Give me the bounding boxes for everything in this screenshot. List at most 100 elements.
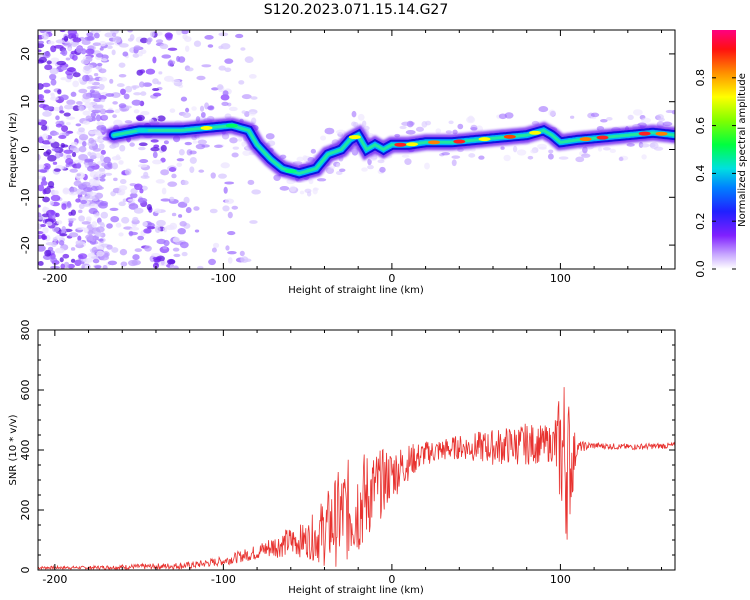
- spectrogram-noise-blob: [43, 163, 51, 170]
- spectrogram-noise-blob: [445, 130, 453, 134]
- spectrogram-noise-blob: [251, 189, 261, 195]
- spectrogram-noise-blob: [538, 146, 547, 150]
- spectrogram-noise-blob: [85, 216, 92, 222]
- spectrogram-noise-blob: [590, 112, 600, 118]
- spectrogram-noise-blob: [94, 131, 102, 136]
- spectrogram-noise-blob: [401, 154, 410, 158]
- spectrogram-noise-blob: [118, 62, 126, 68]
- spectrogram-noise-blob: [227, 231, 236, 236]
- spectrogram-noise-blob: [65, 78, 72, 83]
- spectrogram-noise-blob: [176, 30, 182, 36]
- spectrogram-noise-blob: [46, 60, 52, 65]
- spectrogram-noise-blob: [182, 112, 191, 118]
- spectrogram-noise-blob: [339, 168, 346, 172]
- spectrogram-noise-blob: [184, 141, 192, 146]
- spectrogram-noise-blob: [112, 114, 117, 119]
- spectrogram-noise-blob: [140, 110, 150, 116]
- spectrogram-noise-blob: [155, 39, 164, 44]
- spectrogram-noise-blob: [51, 241, 57, 248]
- spectrogram-noise-blob: [119, 179, 127, 185]
- spectrogram-noise-blob: [112, 93, 120, 98]
- spectrogram-noise-blob: [93, 104, 104, 111]
- spectrogram-noise-blob: [75, 240, 84, 246]
- spectrogram-noise-blob: [99, 47, 104, 51]
- spectrogram-noise-blob: [55, 123, 63, 128]
- spectrogram-noise-blob: [79, 105, 85, 111]
- spectrogram-noise-blob: [90, 112, 97, 118]
- spectrogram-noise-blob: [292, 161, 303, 165]
- spectrogram-noise-blob: [229, 137, 238, 144]
- spectrogram-noise-blob: [177, 227, 186, 235]
- spectrogram-noise-blob: [176, 55, 181, 62]
- spectrogram-noise-blob: [59, 233, 68, 237]
- spectrogram-noise-blob: [76, 162, 82, 169]
- spectrogram-noise-blob: [503, 154, 511, 162]
- spectrogram-noise-blob: [169, 264, 175, 269]
- spectrogram-noise-blob: [172, 247, 180, 252]
- spectrogram-noise-blob: [538, 106, 549, 113]
- spectrogram-noise-blob: [171, 79, 181, 84]
- spectrogram-noise-blob: [62, 253, 70, 259]
- spectrogram-noise-blob: [250, 117, 257, 125]
- spectrogram-noise-blob: [52, 161, 58, 165]
- spectrogram-noise-blob: [547, 153, 554, 160]
- spectrogram-noise-blob: [207, 44, 214, 48]
- spectrogram-noise-blob: [185, 207, 192, 214]
- spectrogram-noise-blob: [38, 118, 42, 123]
- spectrogram-noise-blob: [63, 35, 69, 42]
- spectrogram-noise-blob: [98, 167, 106, 172]
- spectrogram-noise-blob: [468, 153, 476, 158]
- spectrogram-noise-blob: [121, 216, 130, 224]
- spectrogram-noise-blob: [404, 158, 412, 165]
- spectrogram-noise-blob: [142, 82, 153, 87]
- spectrogram-noise-blob: [60, 66, 67, 71]
- spectrogram-noise-blob: [50, 141, 60, 149]
- spectrogram-noise-blob: [128, 259, 138, 267]
- spectrogram-noise-blob: [99, 178, 106, 182]
- spectrogram-noise-blob: [82, 74, 90, 82]
- spectrogram-noise-blob: [352, 121, 359, 128]
- spectrogram-noise-blob: [100, 149, 106, 155]
- spectrogram-noise-blob: [211, 87, 219, 91]
- spectrogram-noise-blob: [160, 144, 167, 152]
- spectrogram-noise-blob: [112, 36, 122, 44]
- spectrogram-noise-blob: [143, 228, 152, 234]
- snr-series: [38, 387, 675, 570]
- spectrogram-noise-blob: [632, 109, 643, 116]
- spectrogram-noise-blob: [38, 244, 46, 252]
- spectrogram-noise-blob: [101, 162, 107, 167]
- spectrogram-noise-blob: [362, 120, 367, 127]
- figure-title: S120.2023.071.15.14.G27: [264, 2, 449, 18]
- spectrogram-noise-blob: [78, 88, 88, 94]
- spectrogram-noise-blob: [122, 198, 127, 203]
- spectrogram-noise-blob: [152, 87, 160, 92]
- spectrogram-noise-blob: [466, 116, 476, 124]
- spectrogram-noise-blob: [167, 47, 178, 51]
- spectrogram-noise-blob: [118, 188, 126, 196]
- spectrogram-noise-blob: [370, 155, 378, 160]
- spectrogram-noise-blob: [83, 203, 91, 207]
- spectrogram-noise-blob: [78, 77, 83, 83]
- spectrogram-noise-blob: [132, 216, 139, 222]
- spectrogram-noise-blob: [158, 261, 168, 267]
- spectrogram-noise-blob: [640, 143, 650, 148]
- spectrogram-noise-blob: [98, 76, 108, 82]
- spectrogram-noise-blob: [223, 186, 228, 194]
- spectrogram-noise-blob: [548, 149, 554, 154]
- spectrogram-noise-blob: [42, 189, 47, 195]
- spectrogram-noise-blob: [98, 202, 108, 209]
- spectrogram-noise-blob: [82, 120, 90, 125]
- spectrogram-noise-blob: [70, 91, 77, 97]
- spectrogram-noise-blob: [530, 149, 537, 154]
- spectrogram-noise-blob: [56, 220, 63, 225]
- spectrogram-noise-blob: [173, 253, 181, 258]
- spectrogram-noise-blob: [59, 105, 64, 112]
- spectrogram-noise-blob: [47, 180, 55, 188]
- spectrogram-noise-blob: [231, 205, 239, 210]
- spectrogram-noise-blob: [151, 252, 161, 257]
- spectrogram-noise-blob: [46, 221, 53, 226]
- spectrogram-noise-blob: [189, 156, 197, 164]
- spectrogram-noise-blob: [399, 125, 407, 130]
- spectrogram-noise-blob: [195, 143, 206, 150]
- spectrogram-noise-blob: [69, 42, 80, 46]
